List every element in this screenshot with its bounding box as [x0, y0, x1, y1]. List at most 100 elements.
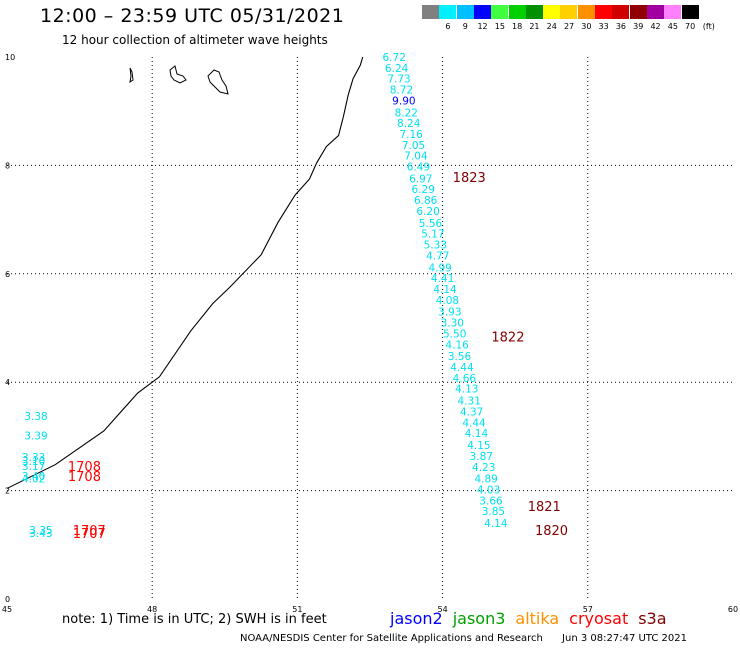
swh-value: 3.30 [441, 318, 464, 330]
scale-label-70: 70 [685, 22, 696, 31]
satellite-jason2: jason2 [390, 609, 443, 628]
footer-timestamp: Jun 3 08:27:47 UTC 2021 [562, 633, 687, 644]
swh-value: 3.17 [22, 461, 45, 473]
scale-swatch-15 [491, 5, 509, 19]
scale-swatch-33 [595, 5, 612, 19]
satellite-cryosat: cryosat [569, 609, 629, 628]
swh-value: 3.87 [470, 451, 493, 463]
swh-value: 6.24 [385, 63, 409, 75]
swh-value: 4.41 [431, 273, 454, 285]
swh-value: 4.14 [465, 428, 489, 440]
scale-swatch-45 [664, 5, 682, 19]
pass-time-label: 1708 [68, 460, 101, 475]
swh-value: 4.44 [462, 417, 486, 429]
swh-value: 7.16 [399, 129, 423, 141]
satellite-legend: jason2 jason3 altika cryosat s3a [390, 609, 677, 628]
swh-value: 8.22 [395, 107, 418, 119]
swh-value: 4.03 [477, 485, 500, 497]
scale-swatch-70 [681, 5, 699, 19]
swh-value: 5.33 [424, 240, 447, 252]
scale-swatch-3 [422, 5, 439, 19]
swh-value: 4.44 [450, 362, 474, 374]
scale-label-45: 45 [667, 22, 678, 31]
swh-value: 4.89 [474, 474, 497, 486]
swh-value: 8.72 [390, 85, 413, 97]
swh-value: 3.39 [24, 430, 47, 442]
scale-swatch-39 [629, 5, 647, 19]
x-tick-45: 45 [2, 605, 12, 614]
scale-swatch-27 [560, 5, 578, 19]
scale-unit: (ft) [702, 22, 715, 31]
swh-value: 7.73 [387, 74, 410, 86]
swh-value: 3.56 [448, 351, 472, 363]
swh-value: 4.77 [426, 250, 449, 262]
scale-label-27: 27 [563, 22, 575, 31]
swh-value: 3.40 [22, 471, 45, 483]
swh-value: 5.56 [419, 218, 443, 230]
scale-swatch-6 [439, 5, 457, 19]
map-subtitle: 12 hour collection of altimeter wave hei… [62, 33, 328, 47]
swh-value: 6.20 [416, 206, 439, 218]
scale-swatch-9 [456, 5, 474, 19]
swh-value: 4.14 [484, 518, 508, 530]
coastline [6, 56, 364, 489]
y-tick-6: 6 [5, 270, 10, 279]
x-tick-51: 51 [292, 605, 302, 614]
swh-value: 6.97 [409, 173, 432, 185]
x-tick-60: 60 [728, 605, 738, 614]
satellite-s3a: s3a [638, 609, 667, 628]
pass-time-label: 1821 [528, 500, 561, 515]
pass-time-label: 1822 [491, 331, 524, 346]
scale-swatch-21 [525, 5, 543, 19]
swh-value: 3.43 [29, 528, 52, 540]
scale-swatch-42 [646, 5, 664, 19]
y-tick-8: 8 [5, 161, 10, 170]
swh-value: 4.99 [428, 262, 451, 274]
swh-value: 3.38 [24, 411, 47, 423]
swh-value: 4.08 [436, 295, 459, 307]
swh-value: 3.85 [482, 506, 505, 518]
island-outline [207, 69, 229, 95]
y-tick-0: 0 [5, 595, 10, 604]
scale-label-21: 21 [529, 22, 540, 31]
x-tick-54: 54 [438, 605, 448, 614]
scale-label-12: 12 [477, 22, 488, 31]
x-tick-57: 57 [583, 605, 593, 614]
wave-height-color-scale: 6 9 12 15 18 21 24 27 30 33 36 39 42 45 70 (ft) [422, 5, 740, 33]
pass-time-label: 1707 [73, 524, 106, 539]
satellite-altika: altika [515, 609, 560, 628]
scale-swatch-12 [473, 5, 491, 19]
swh-value: 3.93 [438, 307, 461, 319]
swh-value: 4.37 [460, 406, 483, 418]
scale-label-30: 30 [581, 22, 592, 31]
swh-value: 4.66 [453, 373, 477, 385]
swh-value: 4.14 [433, 284, 457, 296]
swh-value: 7.05 [402, 140, 425, 152]
swh-value: 6.49 [407, 161, 430, 173]
swh-value: 8.24 [397, 118, 421, 130]
scale-swatch-18 [508, 5, 526, 19]
scale-label-18: 18 [512, 22, 523, 31]
swh-value: 4.15 [467, 440, 490, 452]
swh-value: 3.66 [479, 495, 503, 507]
scale-label-6: 6 [445, 22, 451, 31]
scale-label-15: 15 [494, 22, 505, 31]
footer: NOAA/NESDIS Center for Satellite Applica… [240, 633, 703, 644]
swh-value: 4.02 [22, 474, 45, 486]
scale-label-39: 39 [633, 22, 644, 31]
y-tick-4: 4 [5, 378, 10, 387]
footer-org: NOAA/NESDIS Center for Satellite Applica… [240, 633, 543, 644]
scale-swatch-24 [543, 5, 561, 19]
swh-value: 9.90 [392, 95, 415, 107]
swh-value: 3.33 [22, 452, 45, 464]
swh-value: 4.23 [472, 462, 495, 474]
note-text: note: 1) Time is in UTC; 2) SWH is in fe… [62, 612, 327, 627]
swh-value: 6.29 [412, 184, 435, 196]
swh-value: 3.35 [29, 525, 52, 537]
island-outline [169, 65, 187, 84]
island-outline [129, 67, 134, 84]
swh-value: 4.31 [458, 396, 481, 408]
swh-value: 7.04 [404, 151, 428, 163]
scale-swatch-36 [612, 5, 630, 19]
satellite-jason3: jason3 [452, 609, 506, 628]
